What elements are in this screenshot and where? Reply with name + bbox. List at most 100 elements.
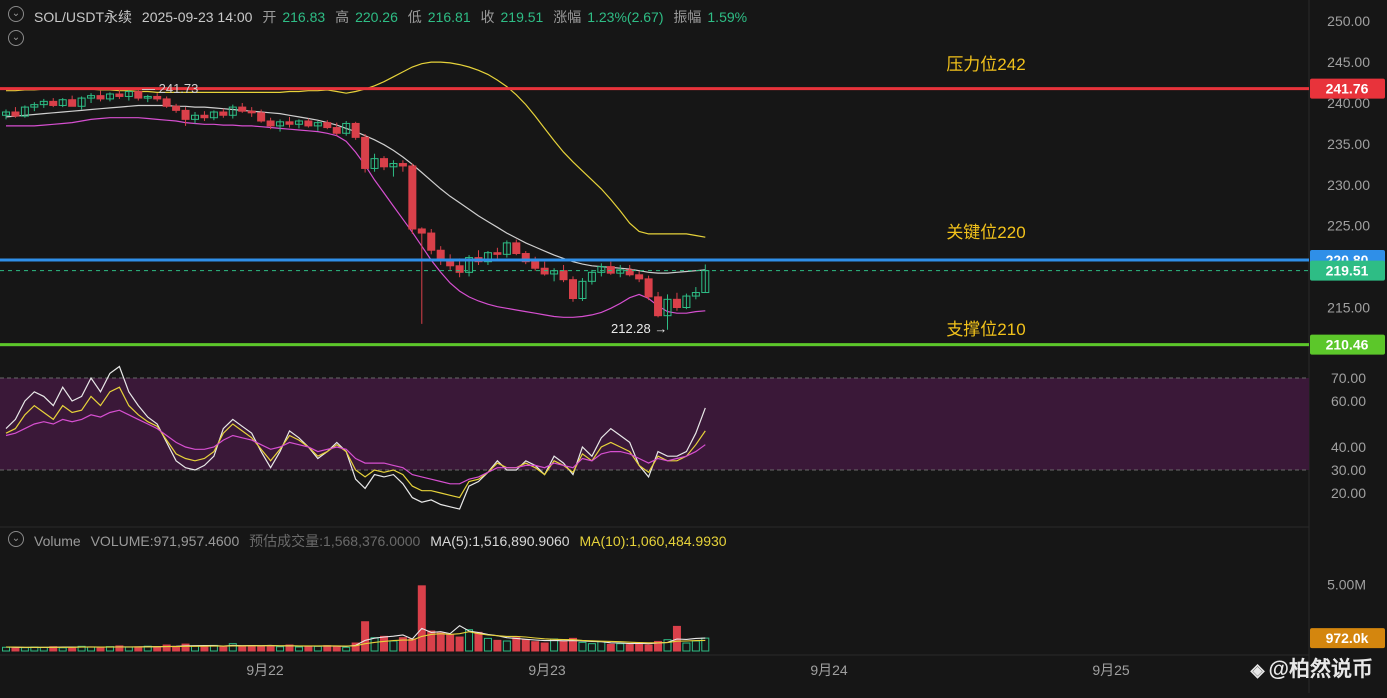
watermark: ◈ @柏然说币 (1251, 653, 1373, 683)
volume-bar (247, 645, 256, 652)
candle-body (672, 298, 681, 309)
candle-body (644, 278, 653, 298)
candle-body (493, 252, 502, 255)
candle-body (58, 99, 67, 106)
volume-price-tag: 972.0k (1326, 630, 1369, 646)
time-tick-label: 9月24 (810, 662, 848, 678)
volume-bar (654, 640, 663, 652)
osc-line-yellow (5, 386, 706, 499)
volume-bar (625, 644, 634, 652)
candle-body (654, 296, 663, 317)
bb-lower-line (6, 117, 706, 318)
candle-body (172, 105, 181, 111)
candle-body (512, 242, 521, 255)
volume-bar (11, 647, 20, 652)
candle-body (332, 127, 341, 134)
volume-estimate: 预估成交量:1,568,376.0000 (249, 533, 421, 549)
candle-body (294, 120, 303, 125)
candle-body (408, 165, 417, 230)
candle-body (11, 111, 20, 117)
candle-body (455, 265, 464, 273)
price-tick-label: 245.00 (1327, 54, 1370, 70)
candle-body (531, 261, 540, 269)
candle-body (559, 270, 568, 281)
volume-bar (701, 637, 710, 652)
volume-bar (531, 641, 540, 652)
candle-body (342, 122, 351, 134)
key-annotation: 关键位220 (946, 223, 1025, 242)
volume-bar (257, 645, 266, 652)
candle-body (228, 106, 237, 116)
price-tick-label: 225.00 (1327, 218, 1370, 234)
candle-body (191, 114, 199, 120)
volume-bar (200, 646, 209, 652)
datetime-label: 2025-09-23 14:00 (141, 9, 253, 25)
volume-tick-label: 5.00M (1327, 577, 1366, 593)
volume-bar (153, 646, 162, 652)
volume-bar (682, 642, 691, 652)
volume-bar (578, 641, 587, 652)
open-value: 216.83 (282, 9, 326, 25)
time-tick-label: 9月23 (528, 662, 566, 678)
collapse-indicator-icon[interactable]: ⌄ (8, 30, 24, 46)
support-price-tag-bg (1310, 334, 1385, 355)
volume-bar (663, 639, 672, 652)
volume-bar (436, 632, 445, 652)
volume-bar (417, 585, 426, 652)
time-tick-label: 9月22 (246, 662, 284, 678)
price-tick-label: 240.00 (1327, 95, 1370, 111)
candle-body (663, 298, 672, 317)
open-label: 开 (262, 9, 277, 25)
volume-bar (49, 646, 58, 652)
candle-body (578, 280, 587, 300)
symbol-label[interactable]: SOL/USDT永续 (34, 9, 133, 25)
candle-body (87, 95, 96, 99)
candle-body (380, 158, 388, 168)
volume-bar (380, 635, 388, 652)
volume-bar (644, 644, 653, 652)
candle-body (209, 111, 218, 119)
high-label: 高 (335, 9, 350, 25)
candle-body (20, 106, 29, 117)
candle-body (49, 100, 58, 106)
volume-bar (616, 643, 625, 652)
osc-line-magenta (5, 409, 706, 485)
candle-body (238, 106, 247, 112)
candle-body (143, 95, 152, 99)
volume-bar (474, 631, 483, 652)
candle-body (502, 242, 511, 255)
candle-body (465, 257, 474, 273)
candle-body (361, 136, 370, 169)
candle-body (569, 279, 577, 300)
osc-tick-label: 70.00 (1331, 370, 1366, 386)
candle-body (276, 121, 285, 127)
volume-bar (294, 646, 303, 652)
volume-bar (228, 643, 237, 652)
candle-body (682, 295, 691, 309)
current-price-tag-bg (1310, 260, 1385, 281)
collapse-volume-icon[interactable]: ⌄ (8, 531, 24, 547)
candle-body (398, 163, 407, 167)
volume-bar (342, 646, 351, 652)
candle-body (124, 91, 133, 97)
candle-body (351, 122, 360, 138)
collapse-price-icon[interactable]: ⌄ (8, 6, 24, 22)
price-tick-label: 235.00 (1327, 136, 1370, 152)
price-tick-label: 230.00 (1327, 177, 1370, 193)
candle-body (635, 274, 644, 280)
price-tick-label: 250.00 (1327, 13, 1370, 29)
low-label: 低 (407, 9, 422, 25)
close-value: 219.51 (500, 9, 544, 25)
volume-bar (96, 647, 105, 652)
candle-body (285, 121, 294, 125)
candle-body (606, 266, 615, 274)
resistance-annotation: 压力位242 (946, 55, 1025, 74)
volume-value: VOLUME:971,957.4600 (90, 533, 240, 549)
volume-bar (134, 646, 143, 652)
close-label: 收 (480, 9, 495, 25)
candle-body (370, 158, 379, 169)
volume-bar (285, 644, 294, 652)
volume-bar (332, 645, 341, 652)
candle-body (134, 91, 143, 99)
